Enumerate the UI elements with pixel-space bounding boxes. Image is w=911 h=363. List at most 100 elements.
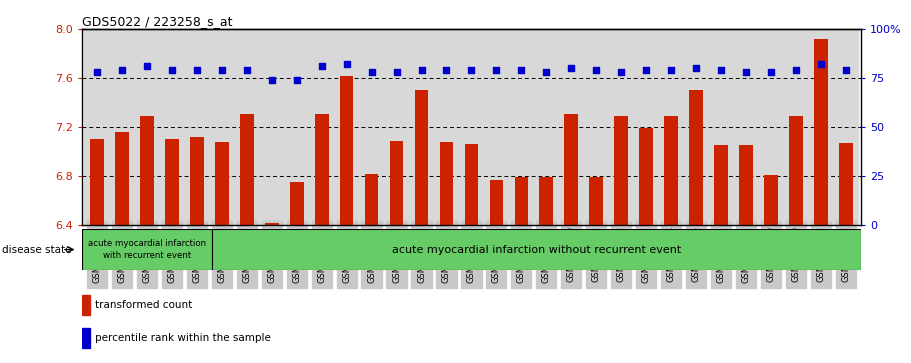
Bar [159,29,184,225]
Bar [834,29,858,225]
Point [614,69,629,75]
Point [339,61,353,67]
Point [489,67,504,73]
Point [189,67,204,73]
Bar [759,29,783,225]
Bar [190,137,204,225]
Point [240,67,254,73]
Bar [85,29,109,225]
Bar [739,146,752,225]
Bar [340,76,353,225]
Bar [434,29,459,225]
Text: percentile rank within the sample: percentile rank within the sample [96,333,271,343]
Point [389,69,404,75]
Point [464,67,479,73]
Bar [459,29,484,225]
Bar [140,116,154,225]
Point [689,65,703,71]
Point [439,67,454,73]
Bar [90,139,104,225]
Bar [234,29,260,225]
Bar [489,180,503,225]
Point [290,77,304,83]
Bar [640,128,653,225]
Bar [265,223,279,225]
Point [739,69,753,75]
Bar [465,144,478,225]
Point [89,69,104,75]
Bar [359,29,384,225]
Bar [683,29,709,225]
Bar [709,29,733,225]
Bar [415,90,428,225]
Bar [614,116,628,225]
Point [214,67,229,73]
Point [589,67,604,73]
Bar [165,139,179,225]
Bar [814,39,828,225]
Point [714,67,729,73]
Bar [109,29,135,225]
Text: acute myocardial infarction without recurrent event: acute myocardial infarction without recu… [392,245,681,254]
Bar [589,177,603,225]
Text: disease state: disease state [2,245,71,254]
Point [814,61,828,67]
Bar [82,295,90,315]
Bar [634,29,659,225]
Bar [733,29,759,225]
Bar [260,29,284,225]
Point [539,69,554,75]
Bar [115,132,128,225]
Bar [565,114,578,225]
Bar [240,114,253,225]
Point [639,67,653,73]
Bar [515,177,528,225]
Bar [808,29,834,225]
Bar [211,229,861,270]
Text: acute myocardial infarction
with recurrent event: acute myocardial infarction with recurre… [87,239,206,260]
Bar [484,29,509,225]
Bar [558,29,584,225]
Point [364,69,379,75]
Bar [384,29,409,225]
Point [839,67,854,73]
Bar [783,29,808,225]
Bar [390,140,404,225]
Bar [215,142,229,225]
Bar [664,116,678,225]
Point [763,69,778,75]
Bar [764,175,778,225]
Text: transformed count: transformed count [96,300,193,310]
Bar [309,29,334,225]
Bar [135,29,159,225]
Bar [789,116,803,225]
Point [314,64,329,69]
Bar [210,29,234,225]
Bar [509,29,534,225]
Bar [82,328,90,348]
Bar [409,29,434,225]
Bar [690,90,703,225]
Point [514,67,528,73]
Bar [539,177,553,225]
Point [564,65,578,71]
Bar [839,143,853,225]
Text: GDS5022 / 223258_s_at: GDS5022 / 223258_s_at [82,15,232,28]
Bar [609,29,634,225]
Bar [82,229,211,270]
Point [789,67,804,73]
Bar [284,29,309,225]
Point [139,64,154,69]
Bar [364,174,378,225]
Bar [184,29,210,225]
Point [165,67,179,73]
Bar [534,29,558,225]
Point [415,67,429,73]
Bar [714,146,728,225]
Point [264,77,279,83]
Point [664,67,679,73]
Bar [334,29,359,225]
Bar [290,182,303,225]
Bar [584,29,609,225]
Bar [659,29,683,225]
